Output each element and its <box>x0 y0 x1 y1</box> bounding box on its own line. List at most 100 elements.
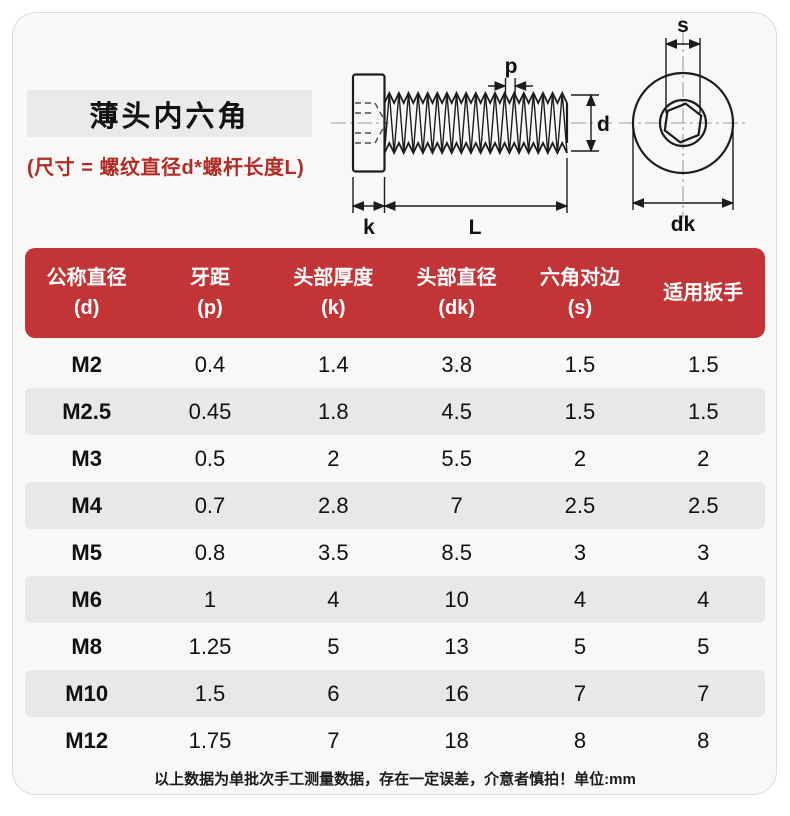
header-line: (p) <box>197 297 223 319</box>
value-cell: 16 <box>444 680 469 706</box>
size-cell: M8 <box>71 633 102 659</box>
value-cell: 5 <box>327 633 340 659</box>
value-cell: 3 <box>697 539 710 565</box>
footer-note: 以上数据为单批次手工测量数据，存在一定误差，介意者慎拍！单位:mm <box>154 771 636 788</box>
screw-head-outline <box>351 73 386 173</box>
value-cell: 6 <box>327 680 340 706</box>
size-cell: M3 <box>71 445 102 471</box>
header-line: 适用扳手 <box>663 282 744 304</box>
head-thickness-label: k <box>363 216 375 239</box>
table-row: M4 0.7 2.8 7 2.5 2.5 <box>25 482 765 529</box>
value-cell: 4 <box>327 586 340 612</box>
value-cell: 7 <box>450 492 463 518</box>
head-circle <box>631 71 735 175</box>
size-cell: M2.5 <box>62 398 112 424</box>
value-cell: 1.4 <box>318 351 349 377</box>
value-cell: 0.8 <box>194 539 226 565</box>
product-title: 薄头内六角 <box>89 100 250 133</box>
socket-circle <box>658 98 708 148</box>
shaft-length-label: L <box>469 216 482 239</box>
header-line: 六角对边 <box>539 267 620 289</box>
value-cell: 2 <box>327 445 340 471</box>
value-cell: 5 <box>697 633 710 659</box>
value-cell: 2.5 <box>564 492 596 518</box>
value-cell: 2 <box>573 445 587 471</box>
value-cell: 4 <box>697 586 710 612</box>
value-cell: 4.5 <box>441 398 472 424</box>
value-cell: 1.25 <box>188 633 232 659</box>
header-cell-head-diameter: 头部直径 (dk) <box>395 248 518 338</box>
thread-flanks <box>383 92 568 154</box>
value-cell: 7 <box>327 727 340 753</box>
thread-bottom-edge <box>383 140 568 156</box>
table-row: M5 0.8 3.5 8.5 3 3 <box>25 529 765 576</box>
header-cell-head-thickness: 头部厚度 (k) <box>272 248 395 338</box>
pitch-label: p <box>505 55 518 78</box>
header-line: 公称直径 <box>46 267 127 289</box>
value-cell: 1.5 <box>194 680 226 706</box>
size-cell: M5 <box>71 539 102 565</box>
value-cell: 7 <box>573 680 587 706</box>
value-cell: 13 <box>444 633 469 659</box>
value-cell: 8 <box>573 727 587 753</box>
value-cell: 2.8 <box>318 492 349 518</box>
size-cell: M12 <box>65 727 109 753</box>
value-cell: 0.4 <box>194 351 226 377</box>
hex-width-label: s <box>677 14 689 37</box>
value-cell: 1.5 <box>564 398 596 424</box>
table-row: M12 1.75 7 18 8 8 <box>25 717 765 764</box>
value-cell: 0.7 <box>194 492 226 518</box>
value-cell: 5.5 <box>441 445 472 471</box>
value-cell: 1.5 <box>688 351 719 377</box>
value-cell: 2 <box>697 445 710 471</box>
value-cell: 1 <box>203 586 217 612</box>
header-cell-wrench-size: 适用扳手 <box>642 248 765 338</box>
socket-hidden-lines <box>355 102 387 144</box>
table-row: M2.5 0.45 1.8 4.5 1.5 1.5 <box>25 388 765 435</box>
header-cell-nominal-diameter: 公称直径 (d) <box>25 248 148 338</box>
header-line: (s) <box>567 297 593 319</box>
value-cell: 1.75 <box>188 727 232 753</box>
table-header: 公称直径 (d) 牙距 (p) 头部厚度 (k) 头部直径 (dk) 六角对边 … <box>25 248 765 338</box>
value-cell: 4 <box>573 586 587 612</box>
value-cell: 2.5 <box>688 492 719 518</box>
value-cell: 10 <box>444 586 469 612</box>
value-cell: 8 <box>697 727 710 753</box>
table-row: M10 1.5 6 16 7 7 <box>25 670 765 717</box>
value-cell: 7 <box>697 680 710 706</box>
header-line: (k) <box>321 297 346 319</box>
title-box: 薄头内六角 <box>27 90 312 137</box>
value-cell: 18 <box>444 727 469 753</box>
table-row: M2 0.4 1.4 3.8 1.5 1.5 <box>25 341 765 388</box>
spec-table: 公称直径 (d) 牙距 (p) 头部厚度 (k) 头部直径 (dk) 六角对边 … <box>25 248 765 764</box>
head-diameter-label: dk <box>671 213 696 236</box>
value-cell: 0.45 <box>188 398 232 424</box>
size-cell: M2 <box>71 351 102 377</box>
value-cell: 3 <box>573 539 587 565</box>
header-line: 头部直径 <box>416 267 497 289</box>
size-formula: (尺寸 = 螺纹直径d*螺杆长度L) <box>27 157 305 179</box>
table-row: M6 1 4 10 4 4 <box>25 576 765 623</box>
header-cell-hex-width: 六角对边 (s) <box>518 248 641 338</box>
hex-socket <box>663 102 703 144</box>
spec-table-body: M2 0.4 1.4 3.8 1.5 1.5 M2.5 0.45 1.8 4.5 1.5 1.5 M3 0… <box>25 341 765 764</box>
value-cell: 5 <box>573 633 587 659</box>
value-cell: 3.5 <box>318 539 349 565</box>
header-line: (d) <box>73 297 100 319</box>
table-row: M8 1.25 5 13 5 5 <box>25 623 765 670</box>
value-cell: 8.5 <box>441 539 472 565</box>
size-cell: M6 <box>71 586 102 612</box>
header-line: (dk) <box>438 297 475 319</box>
technical-drawing: p d k L s dk <box>331 14 747 239</box>
value-cell: 1.5 <box>564 351 596 377</box>
header-cell-pitch: 牙距 (p) <box>148 248 271 338</box>
thread-diameter-label: d <box>597 113 610 136</box>
size-cell: M10 <box>65 680 109 706</box>
table-row: M3 0.5 2 5.5 2 2 <box>25 435 765 482</box>
value-cell: 0.5 <box>194 445 226 471</box>
size-cell: M4 <box>71 492 102 518</box>
value-cell: 3.8 <box>441 351 472 377</box>
value-cell: 1.8 <box>318 398 349 424</box>
value-cell: 1.5 <box>688 398 719 424</box>
